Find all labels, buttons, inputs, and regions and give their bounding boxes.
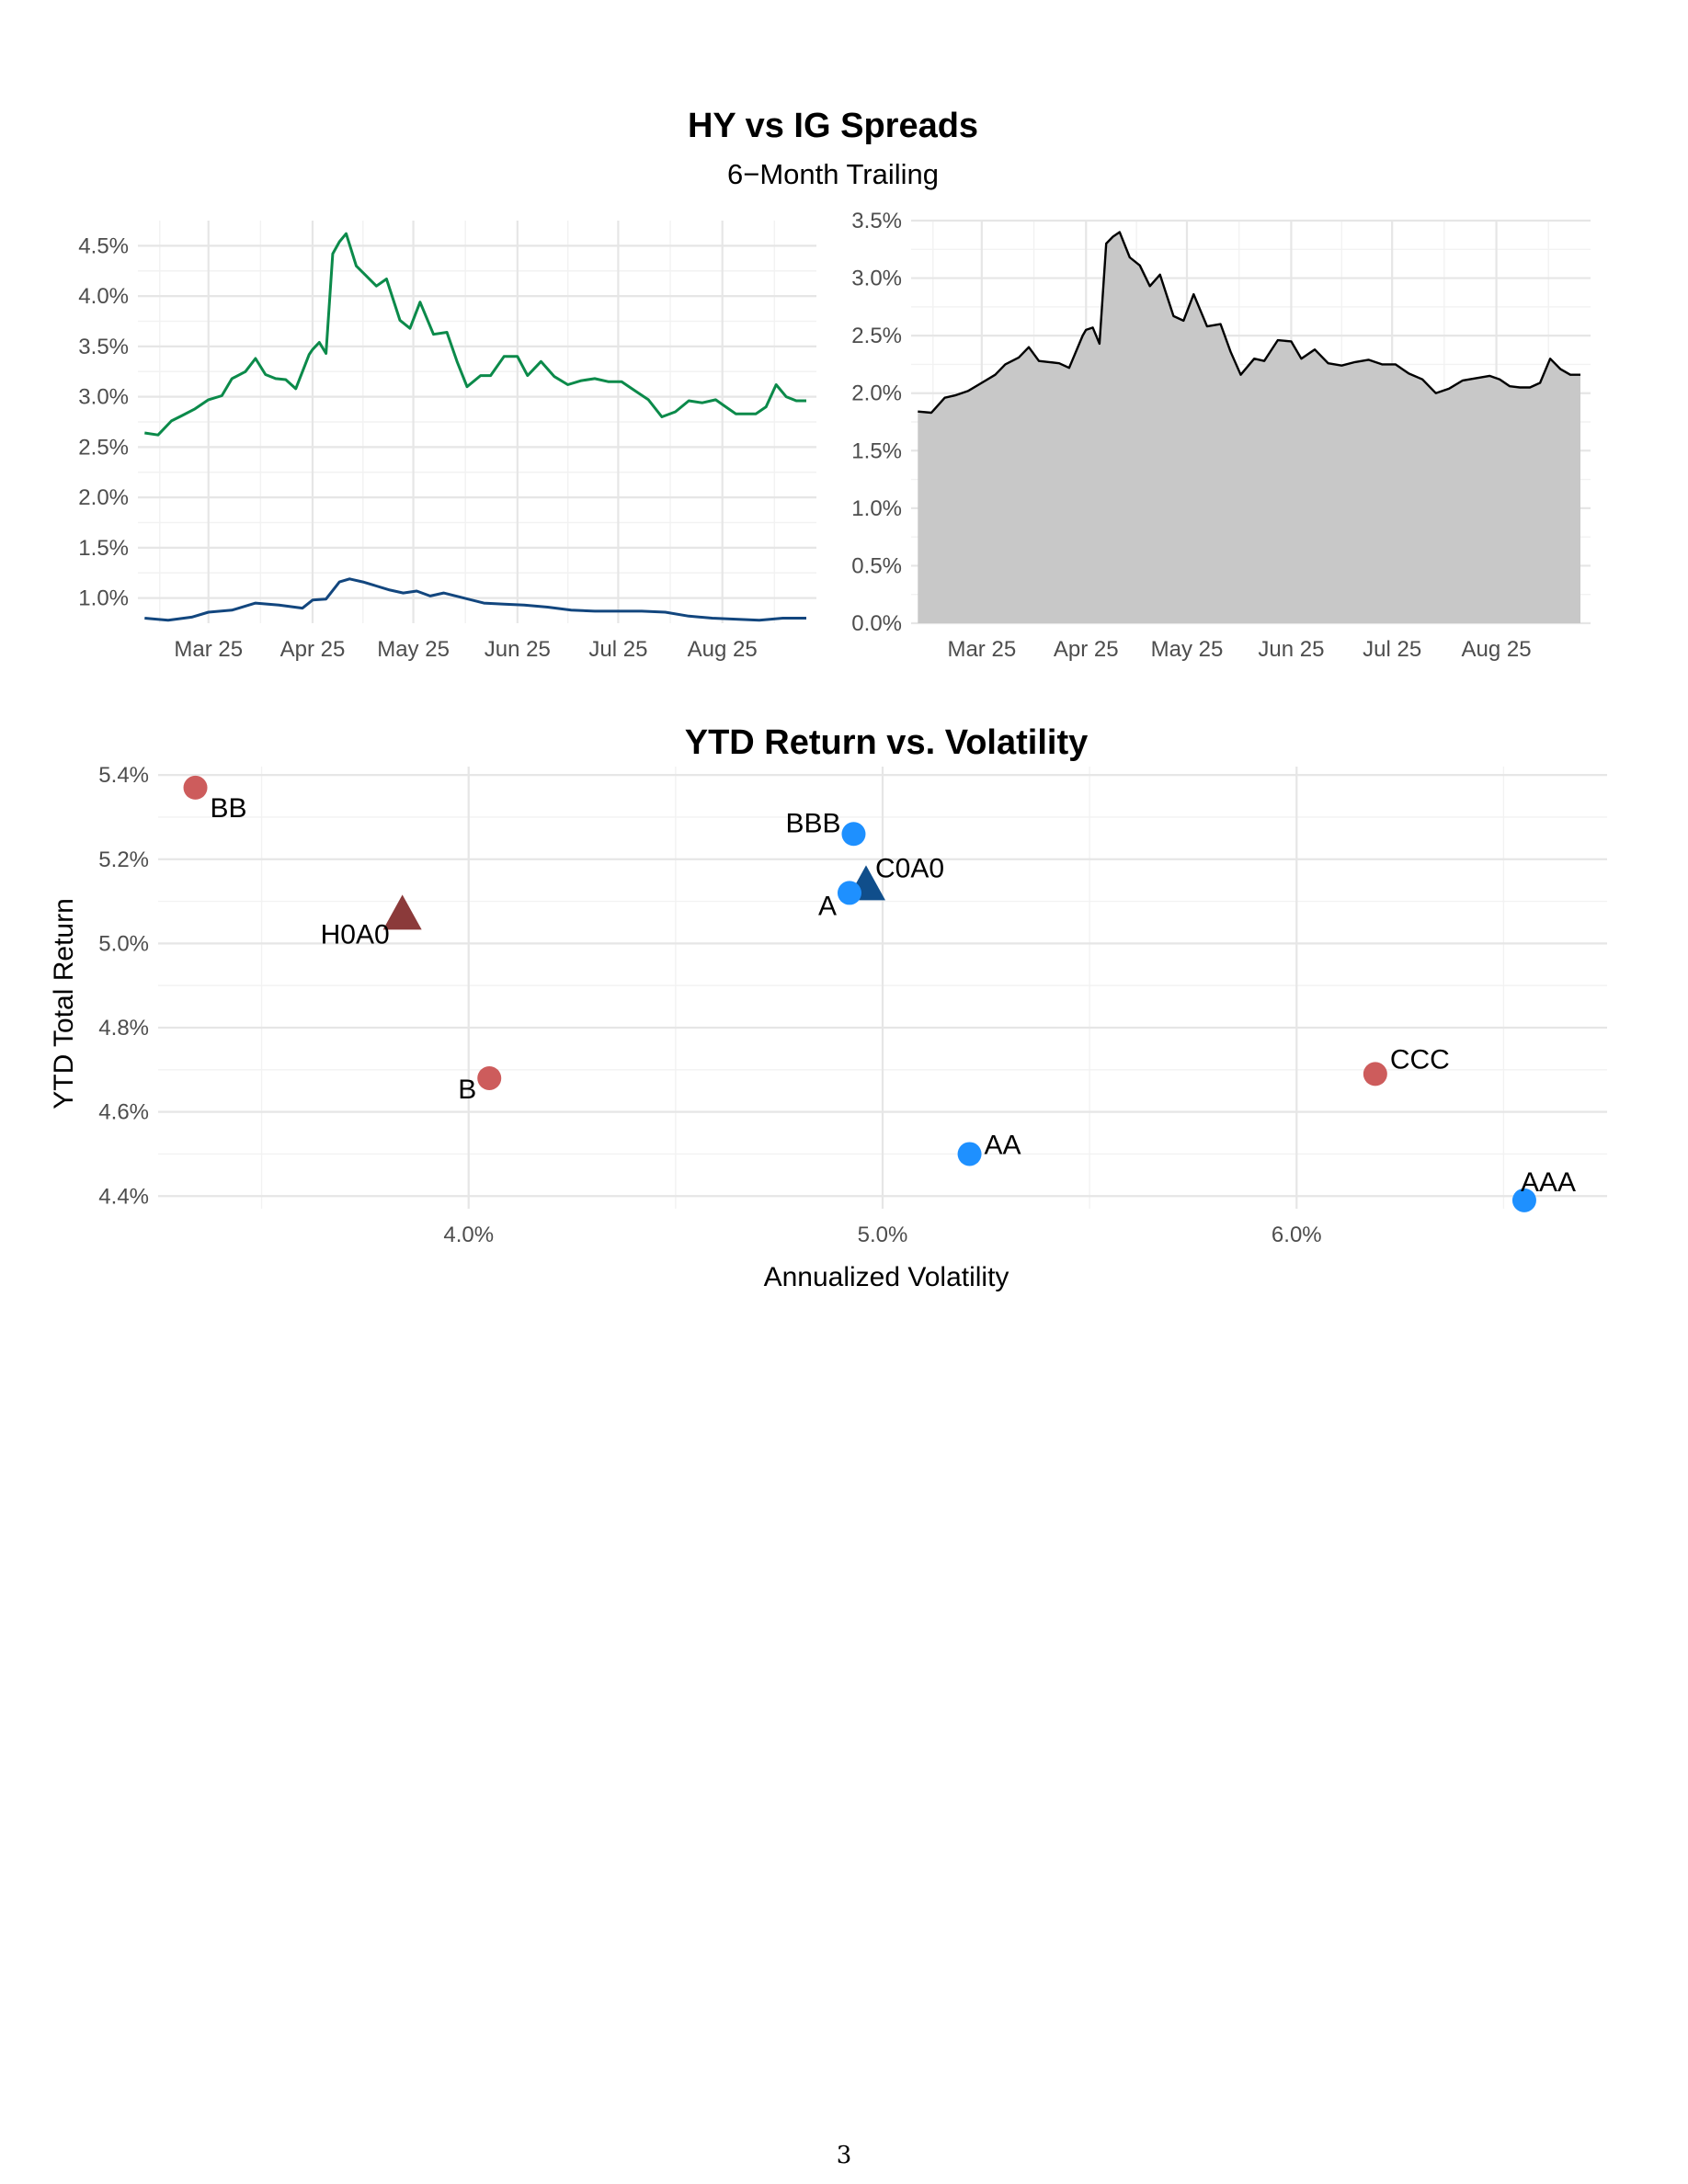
spread-difference-area-panel: 0.0% 0.5% 1.0% 1.5% 2.0% 2.5% 3.0% 3.5% Mar 25 Ap… (851, 209, 1591, 662)
x-tick-label: May 25 (1151, 637, 1224, 662)
area-fill (918, 232, 1580, 623)
y-tick-label: 1.5% (851, 438, 902, 463)
scatter-title: YTD Return vs. Volatility (685, 723, 1088, 762)
point-aa-label: AA (985, 1130, 1021, 1160)
point-bb-marker (183, 775, 208, 800)
scatter-y-axis-title: YTD Total Return (49, 898, 79, 1109)
x-tick-label: Aug 25 (1462, 637, 1532, 662)
y-tick-label: 1.0% (851, 496, 902, 521)
page-number: 3 (836, 2142, 852, 2169)
y-tick-label: 3.0% (851, 267, 902, 291)
point-aa-marker (957, 1142, 982, 1166)
y-tick-label: 4.8% (98, 1016, 149, 1041)
point-h0a0-label: H0A0 (321, 919, 390, 950)
point-b-marker (477, 1065, 502, 1090)
point-bbb-label: BBB (785, 808, 840, 838)
x-tick-label: Mar 25 (174, 637, 243, 662)
spreads-title: HY vs IG Spreads (688, 107, 978, 145)
point-b-label: B (458, 1075, 476, 1105)
x-tick-label: 4.0% (443, 1223, 494, 1247)
y-tick-label: 3.5% (851, 209, 902, 233)
y-tick-label: 4.0% (78, 284, 129, 309)
x-tick-label: Jul 25 (1363, 637, 1421, 662)
spreads-subtitle: 6−Month Trailing (727, 158, 939, 190)
x-tick-label: Jul 25 (588, 637, 647, 662)
y-tick-label: 5.0% (98, 931, 149, 956)
y-tick-label: 2.0% (78, 485, 129, 510)
return-volatility-scatter-panel: 4.0% 5.0% 6.0%4.4%4.6%4.8%5.0%5.2%5.4%BB BB… (98, 763, 1607, 1247)
x-tick-label: 6.0% (1272, 1223, 1322, 1247)
y-tick-label: 4.5% (78, 233, 129, 258)
spreads-line-panel: 1.0% 1.5% 2.0% 2.5% 3.0% 3.5% 4.0% 4.5% Mar 25 Ap… (78, 221, 816, 662)
y-tick-label: 1.5% (78, 536, 129, 561)
ig-spread-line (144, 577, 806, 622)
point-bb-label: BB (211, 793, 247, 824)
y-tick-label: 0.0% (851, 611, 902, 636)
y-tick-label: 2.5% (851, 324, 902, 348)
y-tick-label: 5.2% (98, 847, 149, 872)
y-tick-label: 3.0% (78, 385, 129, 410)
point-ccc-label: CCC (1390, 1044, 1450, 1075)
x-tick-label: Aug 25 (688, 637, 758, 662)
point-h0a0-marker (382, 894, 422, 930)
y-tick-label: 2.5% (78, 435, 129, 460)
point-a-label: A (818, 891, 837, 921)
x-tick-label: May 25 (377, 637, 450, 662)
point-c0a0-label: C0A0 (875, 853, 944, 883)
x-tick-label: Apr 25 (1054, 637, 1119, 662)
y-tick-label: 4.4% (98, 1184, 149, 1209)
y-tick-label: 3.5% (78, 335, 129, 359)
y-tick-label: 5.4% (98, 763, 149, 788)
x-tick-label: Jun 25 (485, 637, 551, 662)
scatter-x-axis-title: Annualized Volatility (764, 1262, 1009, 1292)
y-tick-label: 4.6% (98, 1100, 149, 1125)
area-line (918, 231, 1580, 415)
y-tick-label: 1.0% (78, 586, 129, 611)
point-aaa-marker (1511, 1188, 1536, 1212)
point-bbb-marker (841, 822, 866, 847)
point-a-marker (837, 881, 861, 905)
point-ccc-marker (1363, 1062, 1387, 1086)
x-tick-label: Apr 25 (280, 637, 346, 662)
y-tick-label: 0.5% (851, 553, 902, 578)
hy-spread-line (144, 232, 806, 437)
point-aaa-label: AAA (1521, 1167, 1576, 1198)
x-tick-label: 5.0% (858, 1223, 908, 1247)
y-tick-label: 2.0% (851, 381, 902, 406)
x-tick-label: Mar 25 (947, 637, 1016, 662)
x-tick-label: Jun 25 (1258, 637, 1324, 662)
